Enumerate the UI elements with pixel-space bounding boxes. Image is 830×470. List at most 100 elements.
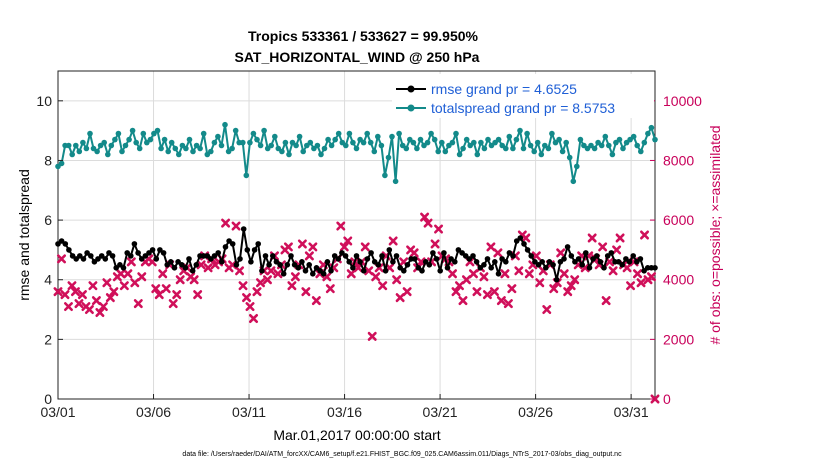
obs-marker-stroke [158, 269, 168, 279]
totalspread-point [332, 136, 339, 143]
rmse-point [419, 268, 425, 274]
rmse-point [135, 250, 141, 256]
obs-marker-stroke [196, 260, 206, 270]
x-tick-label: 03/26 [518, 404, 553, 420]
obs-marker-stroke [612, 245, 622, 255]
rmse-series [55, 226, 658, 283]
obs-marker-stroke [172, 290, 182, 300]
obs-marker-stroke [84, 305, 94, 315]
obs-marker-stroke [301, 287, 311, 297]
obs-marker-stroke [63, 302, 73, 312]
y-left-tick-label: 0 [44, 391, 52, 407]
totalspread-point [609, 151, 616, 158]
obs-marker [116, 269, 126, 279]
totalspread-point [325, 136, 331, 143]
obs-marker [137, 272, 147, 282]
obs-marker-stroke [402, 287, 412, 297]
rmse-point [626, 259, 633, 265]
totalspread-point [534, 139, 541, 146]
y-right-axis-label: # of obs: o=possible; ×=assimilated [707, 125, 723, 344]
obs-marker-stroke [53, 287, 63, 297]
obs-marker-stroke [322, 272, 332, 282]
obs-marker [420, 212, 430, 222]
rmse-point [342, 253, 349, 259]
rmse-point [339, 250, 345, 256]
rmse-point [288, 253, 294, 259]
obs-marker-stroke [521, 233, 531, 243]
obs-marker-stroke [371, 272, 381, 282]
totalspread-point [652, 136, 658, 143]
rmse-point [157, 247, 163, 253]
rmse-point [295, 265, 302, 271]
obs-marker-stroke [392, 275, 402, 285]
rmse-point [488, 265, 495, 271]
obs-marker-stroke [116, 269, 126, 279]
totalspread-point [240, 139, 246, 146]
obs-marker [514, 266, 524, 276]
obs-marker [301, 287, 311, 297]
totalspread-point [563, 139, 569, 146]
obs-marker-stroke [168, 299, 178, 309]
obs-marker [531, 251, 541, 261]
rmse-point [550, 262, 556, 268]
obs-marker [640, 230, 650, 240]
rmse-point [149, 247, 156, 253]
totalspread-point [190, 148, 196, 155]
rmse-point [404, 262, 411, 268]
rmse-point [361, 268, 367, 274]
obs-marker [231, 221, 241, 231]
obs-marker [252, 287, 262, 297]
rmse-point [320, 271, 327, 277]
obs-marker [388, 236, 398, 246]
obs-marker-stroke [399, 257, 409, 267]
obs-marker-stroke [245, 302, 255, 312]
rmse-point [284, 262, 291, 268]
totalspread-point [449, 139, 456, 146]
rmse-point [270, 253, 276, 259]
obs-marker-stroke [95, 308, 105, 318]
totalspread-point [218, 142, 225, 149]
totalspread-point [439, 139, 445, 146]
totalspread-point [371, 148, 378, 155]
rmse-point [248, 259, 254, 265]
totalspread-point [463, 136, 470, 143]
totalspread-point [215, 133, 221, 140]
totalspread-point [346, 130, 353, 137]
totalspread-point [435, 148, 442, 155]
totalspread-point [382, 172, 388, 179]
rmse-point [401, 268, 407, 274]
obs-marker-stroke [500, 269, 510, 279]
x-tick-label: 03/01 [40, 404, 75, 420]
totalspread-point [375, 133, 381, 140]
obs-marker-stroke [74, 299, 84, 309]
obs-marker [77, 290, 87, 300]
totalspread-point [272, 133, 278, 140]
obs-marker [126, 257, 136, 267]
obs-marker-stroke [283, 242, 293, 252]
y-right-tick-label: 10000 [663, 93, 702, 109]
obs-marker [109, 287, 119, 297]
totalspread-point [328, 142, 335, 149]
rmse-point [233, 262, 240, 268]
rmse-point [175, 259, 181, 265]
obs-marker [430, 239, 440, 249]
rmse-point [579, 262, 585, 268]
totalspread-point [378, 142, 385, 149]
totalspread-point [300, 148, 307, 155]
obs-marker [154, 290, 164, 300]
obs-marker-stroke [496, 296, 506, 306]
y-right-tick-label: 6000 [663, 212, 694, 228]
totalspread-point [279, 148, 285, 155]
totalspread-point [80, 139, 86, 146]
rmse-point [637, 256, 644, 262]
obs-marker [423, 218, 433, 228]
legend-spread-label: totalspread grand pr = 8.5753 [431, 100, 615, 116]
obs-marker-stroke [88, 281, 98, 291]
totalspread-point [392, 178, 399, 185]
totalspread-point [232, 127, 239, 134]
obs-marker [549, 284, 559, 294]
x-axis-label: Mar.01,2017 00:00:00 start [273, 427, 440, 443]
obs-marker-stroke [472, 287, 482, 297]
totalspread-point [186, 136, 193, 143]
rmse-point [535, 262, 542, 268]
